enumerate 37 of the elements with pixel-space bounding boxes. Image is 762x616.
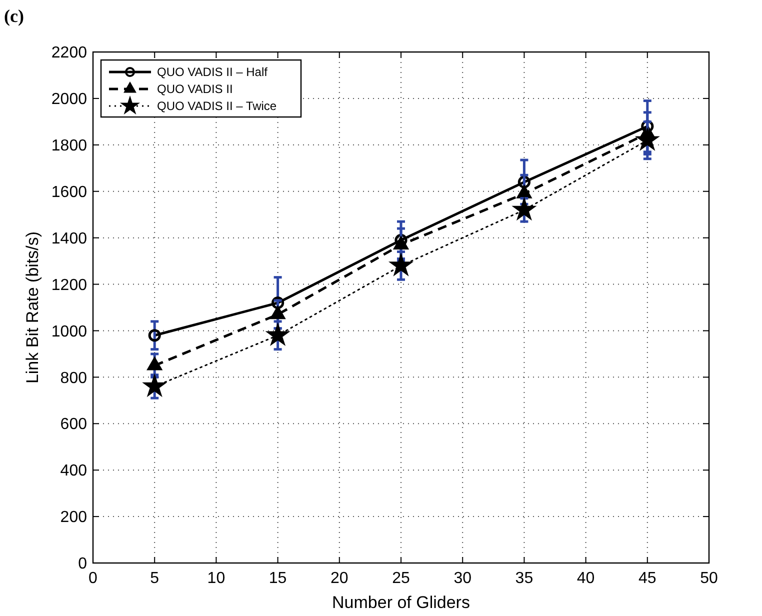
x-tick-label: 5 <box>150 570 160 587</box>
y-tick-label: 2200 <box>51 44 88 62</box>
point <box>512 198 536 220</box>
x-tick-label: 50 <box>700 570 718 587</box>
y-axis-title: Link Bit Rate (bits/s) <box>23 231 42 384</box>
y-tick-label: 1600 <box>51 184 88 201</box>
x-tick-label: 10 <box>207 570 226 587</box>
y-tick-label: 200 <box>60 509 88 526</box>
x-tick-label: 25 <box>392 570 410 587</box>
point <box>270 306 286 320</box>
y-tick-label: 600 <box>60 416 88 434</box>
y-tick-label: 2000 <box>51 91 88 108</box>
x-axis-title: Number of Gliders <box>332 593 470 612</box>
x-tick-label: 15 <box>268 570 287 587</box>
y-tick-label: 1200 <box>51 276 88 294</box>
legend-label: QUO VADIS II – Twice <box>157 99 277 114</box>
x-tick-label: 0 <box>88 570 98 587</box>
point <box>390 254 412 276</box>
point <box>146 356 162 370</box>
point <box>393 236 409 250</box>
y-tick-label: 0 <box>78 556 88 573</box>
point <box>148 329 161 342</box>
x-tick-label: 30 <box>454 570 472 587</box>
chart-title: (c) <box>4 6 24 26</box>
y-tick-label: 1400 <box>51 230 88 248</box>
x-tick-label: 45 <box>638 570 656 587</box>
y-tick-label: 400 <box>60 462 88 480</box>
y-tick-label: 1000 <box>51 323 88 340</box>
x-tick-label: 40 <box>576 570 595 587</box>
x-tick-label: 20 <box>330 570 348 587</box>
point <box>266 323 290 346</box>
point <box>636 128 659 150</box>
x-tick-label: 35 <box>515 570 534 587</box>
y-tick-label: 1800 <box>51 138 88 155</box>
y-tick-label: 800 <box>60 370 88 387</box>
legend-label: QUO VADIS II <box>157 82 233 96</box>
legend-label: QUO VADIS II – Half <box>157 65 268 80</box>
